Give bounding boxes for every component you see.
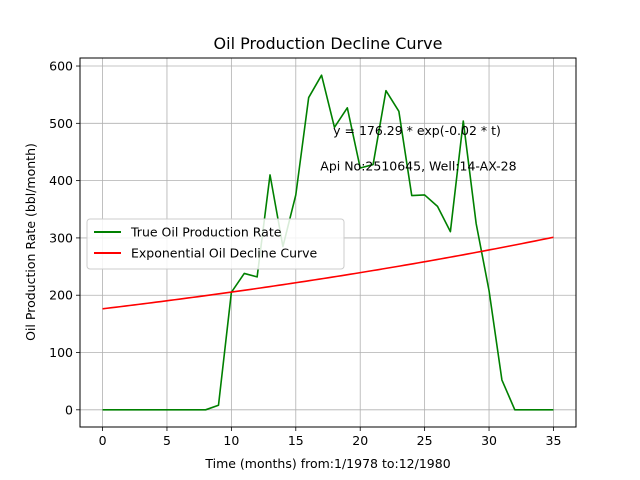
y-tick-label: 100	[49, 345, 73, 360]
y-tick-label: 600	[49, 59, 73, 74]
legend-true-rate-label: True Oil Production Rate	[130, 225, 282, 240]
legend-exp-curve-label: Exponential Oil Decline Curve	[131, 246, 318, 261]
x-tick-label: 0	[99, 433, 107, 448]
plot-frame	[79, 57, 577, 428]
annotation-text: Api No:2510645, Well:14-AX-28	[320, 158, 516, 173]
x-tick-label: 20	[352, 433, 368, 448]
annotation-text: y = 176.29 * exp(-0.02 * t)	[333, 123, 501, 138]
y-tick-label: 200	[49, 288, 73, 303]
x-tick-label: 5	[163, 433, 171, 448]
series-layer	[102, 74, 554, 411]
y-tick-label: 400	[49, 173, 73, 188]
y-tick-label: 500	[49, 116, 73, 131]
y-tick-label: 0	[65, 402, 73, 417]
series-line-0	[102, 74, 554, 411]
x-tick-label: 15	[288, 433, 304, 448]
chart-title: Oil Production Decline Curve	[214, 34, 443, 53]
y-axis-label: Oil Production Rate (bbl/month)	[23, 143, 38, 341]
x-tick-label: 10	[223, 433, 239, 448]
y-tick-label: 300	[49, 230, 73, 245]
x-axis-label: Time (months) from:1/1978 to:12/1980	[204, 456, 450, 471]
legend-box	[86, 218, 345, 270]
x-tick-label: 30	[481, 433, 497, 448]
ticks: 0 5 10 15 20 25 30 35 0 100 200 300 400 500 600	[49, 59, 561, 448]
annotations: y = 176.29 * exp(-0.02 * t) Api No:251064…	[320, 123, 516, 174]
legend: True Oil Production Rate Exponential Oil…	[86, 218, 345, 270]
x-tick-label: 25	[417, 433, 433, 448]
series-line-1	[102, 236, 554, 310]
x-tick-label: 35	[546, 433, 562, 448]
